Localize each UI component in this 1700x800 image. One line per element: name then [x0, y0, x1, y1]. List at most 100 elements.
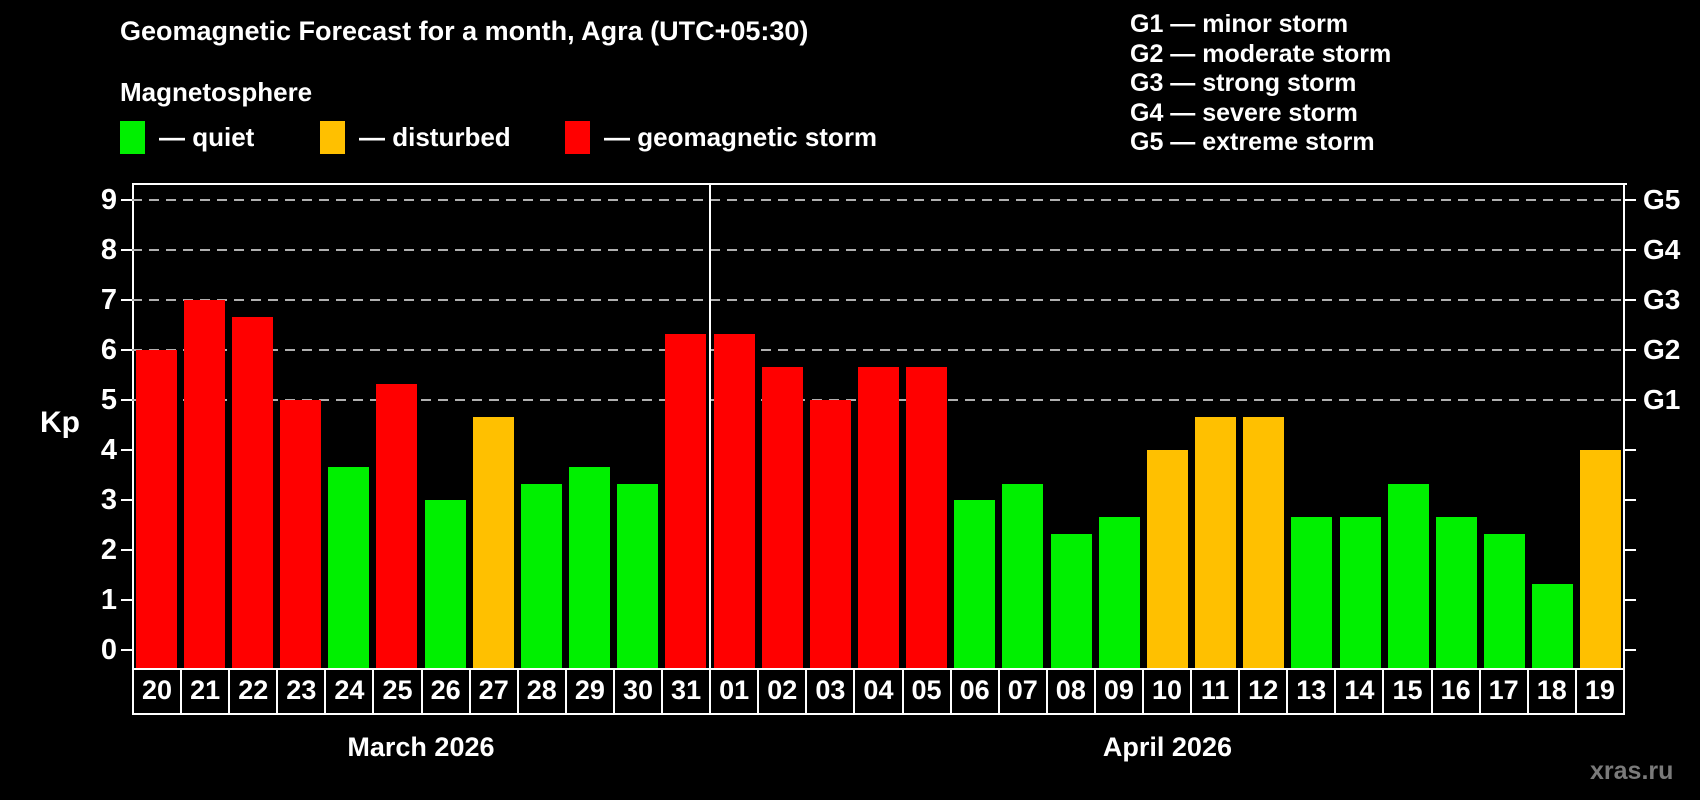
day-label: 17	[1478, 670, 1527, 713]
day-label: 09	[1093, 670, 1142, 713]
y-axis-tick-label: 3	[100, 484, 117, 516]
kp-bar	[424, 500, 466, 668]
kp-bar	[713, 333, 755, 668]
y-axis-tick-right	[1625, 349, 1636, 351]
day-label: 14	[1334, 670, 1382, 713]
y-axis-tick-label: 1	[100, 584, 117, 616]
kp-bar	[1195, 416, 1237, 668]
y-axis-tick-label: 4	[100, 434, 117, 466]
kp-bar	[1146, 450, 1188, 668]
gridline-kp6	[132, 349, 1625, 351]
day-label: 19	[1574, 670, 1623, 713]
y-axis-tick-right	[1625, 649, 1636, 651]
y-axis-tick-right	[1625, 299, 1636, 301]
y-axis-tick-label: 8	[100, 234, 117, 266]
month-label-march: March 2026	[347, 732, 495, 762]
month-label-april: April 2026	[1102, 732, 1232, 762]
kp-bar	[1387, 483, 1429, 668]
month-separator	[708, 183, 711, 668]
day-label: 31	[661, 670, 709, 713]
y-axis-tick-left	[121, 199, 132, 201]
legend-item-disturbed: — disturbed	[320, 121, 511, 154]
chart-subtitle: Magnetosphere	[120, 77, 313, 107]
legend-item-quiet: — quiet	[120, 121, 254, 154]
g-axis-tick-label: G3	[1643, 284, 1681, 315]
g-scale-line-g1: G1 — minor storm	[1130, 10, 1349, 38]
y-axis-tick-left	[121, 499, 132, 501]
day-label: 08	[1045, 670, 1094, 713]
kp-bar	[135, 350, 177, 668]
y-axis-tick-label: 2	[100, 534, 117, 566]
y-axis-tick-right	[1625, 399, 1636, 401]
y-axis-tick-right	[1625, 449, 1636, 451]
y-axis-tick-label: 0	[100, 634, 117, 666]
day-label: 11	[1190, 670, 1238, 713]
plot-border-top	[132, 183, 1627, 185]
watermark: xras.ru	[1590, 757, 1674, 785]
day-label: 27	[468, 670, 517, 713]
gridline-kp9	[132, 199, 1625, 201]
kp-bar	[472, 416, 514, 668]
kp-bar	[858, 366, 899, 668]
g-axis-tick-label: G5	[1643, 184, 1681, 215]
kp-bar	[954, 500, 996, 668]
kp-bar	[1098, 516, 1140, 668]
legend-label-storm: — geomagnetic storm	[604, 122, 878, 152]
day-label: 13	[1286, 670, 1334, 713]
legend-item-storm: — geomagnetic storm	[565, 121, 877, 154]
kp-bar	[1532, 583, 1574, 668]
kp-bar	[280, 400, 322, 668]
kp-bar	[520, 483, 562, 668]
g-scale-line-g3: G3 — strong storm	[1130, 69, 1357, 97]
page-title: Geomagnetic Forecast for a month, Agra (…	[120, 16, 809, 46]
y-axis-tick-label: 7	[100, 284, 117, 316]
day-label: 16	[1430, 670, 1479, 713]
x-axis-day-labels: 20 21 22 23 24 25 26 27 28 29 30 31 01 02 03 04 05 06 07 08…	[132, 668, 1625, 715]
day-label: 22	[228, 670, 276, 713]
day-label: 05	[901, 670, 950, 713]
day-label: 10	[1141, 670, 1190, 713]
plot-area	[132, 183, 1625, 668]
gridline-kp8	[132, 249, 1625, 251]
day-label: 06	[949, 670, 998, 713]
g-scale-line-g5: G5 — extreme storm	[1130, 128, 1375, 156]
kp-bar	[328, 466, 370, 668]
g-scale-line-g4: G4 — severe storm	[1130, 98, 1358, 127]
disturbed-color-swatch-icon	[320, 121, 345, 154]
kp-bar	[376, 383, 418, 668]
g-axis-tick-label: G2	[1643, 334, 1681, 365]
plot-border-right	[1623, 183, 1625, 668]
day-label: 26	[420, 670, 469, 713]
kp-bar	[1291, 516, 1333, 668]
y-axis-tick-left	[121, 249, 132, 251]
kp-bar	[1002, 483, 1044, 668]
day-label: 28	[516, 670, 565, 713]
gridline-kp7	[132, 299, 1625, 301]
y-axis-tick-left	[121, 549, 132, 551]
y-axis-tick-left	[121, 649, 132, 651]
y-axis-tick-right	[1625, 549, 1636, 551]
plot-border-left	[132, 183, 134, 668]
legend-label-quiet: — quiet	[159, 122, 255, 152]
y-axis-tick-left	[121, 449, 132, 451]
y-axis-tick-label: 6	[100, 334, 117, 366]
y-axis-tick-right	[1625, 499, 1636, 501]
g-scale-legend: G1 — minor storm G2 — moderate storm G3 …	[1130, 10, 1391, 158]
day-label: 12	[1238, 670, 1286, 713]
kp-bar	[665, 333, 707, 668]
day-label: 24	[324, 670, 372, 713]
kp-bar	[809, 400, 851, 668]
kp-bar	[569, 466, 611, 668]
day-label: 03	[805, 670, 853, 713]
kp-bar	[1243, 416, 1285, 668]
day-label: 07	[997, 670, 1046, 713]
day-label: 18	[1526, 670, 1575, 713]
day-label: 15	[1382, 670, 1430, 713]
kp-bar	[1580, 450, 1622, 668]
y-axis-title: Kp	[40, 406, 80, 439]
storm-color-swatch-icon	[565, 121, 590, 154]
kp-bar	[1339, 516, 1381, 668]
kp-bar	[617, 483, 659, 668]
kp-bar	[231, 316, 273, 668]
